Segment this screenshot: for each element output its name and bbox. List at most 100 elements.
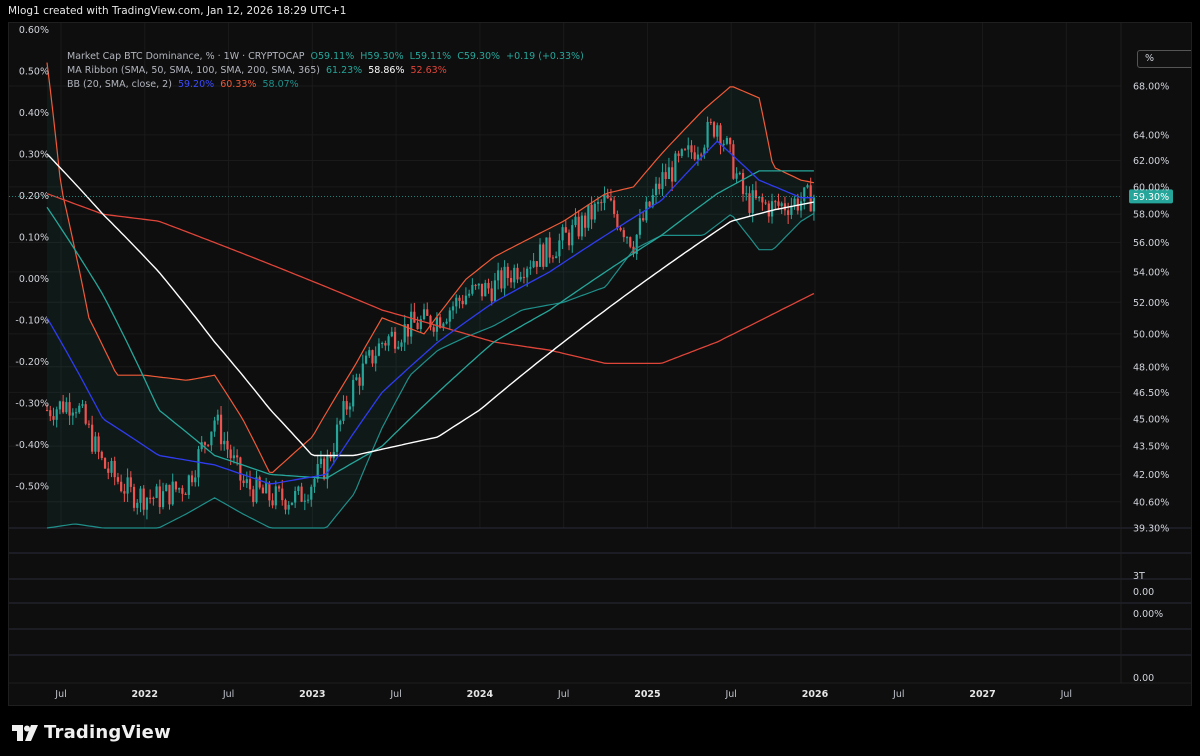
candle-body [316, 464, 319, 479]
candle-body [248, 479, 252, 490]
candle-body [84, 404, 87, 424]
candle-body [700, 154, 703, 156]
left-axis-tick-label: -0.10% [15, 316, 49, 327]
candle-body [619, 227, 622, 231]
candle-body [236, 455, 239, 458]
candle-body [803, 187, 806, 202]
left-axis-tick-label: -0.20% [15, 357, 49, 368]
candle-body [677, 153, 680, 156]
candle-body [645, 201, 648, 221]
candle-body [532, 261, 535, 268]
candle-body [487, 282, 490, 289]
price-unit-button[interactable]: % [1137, 50, 1191, 68]
ohlc-high: H59.30% [360, 51, 404, 62]
candle-body [587, 204, 590, 228]
ma50-line [46, 140, 814, 485]
time-axis-tick-label: 2022 [132, 689, 158, 700]
ma100-line [46, 170, 814, 479]
candle-body [474, 284, 477, 286]
candle-body [538, 244, 542, 267]
time-axis-tick-label: Jul [222, 689, 234, 700]
time-axis-tick-label: 2023 [299, 689, 325, 700]
candle-body [706, 121, 709, 148]
left-axis-tick-label: -0.50% [15, 482, 49, 493]
candle-body [451, 306, 455, 311]
candle-body [529, 267, 532, 269]
candle-body [271, 500, 274, 506]
candle-body [268, 482, 271, 501]
candle-body [74, 412, 78, 414]
bb-title: BB (20, SMA, close, 2) [67, 79, 172, 90]
tradingview-logo: TradingView [12, 722, 171, 743]
candle-body [545, 237, 548, 267]
candle-body [725, 138, 729, 144]
candle-body [390, 331, 393, 337]
right-axis-tick-label: 43.50% [1133, 442, 1169, 453]
candle-body [274, 486, 277, 506]
bb-legend[interactable]: BB (20, SMA, close, 2) 59.20% 60.33% 58.… [67, 79, 302, 90]
right-axis-tick-label: 56.00% [1133, 238, 1169, 249]
candle-body [590, 204, 593, 220]
candle-body [329, 455, 332, 459]
candle-body [770, 201, 774, 217]
candle-body [741, 173, 745, 194]
left-axis-tick-label: 0.10% [19, 233, 49, 244]
candle-body [716, 125, 719, 137]
time-axis-tick-label: Jul [892, 689, 904, 700]
candle-body [152, 497, 155, 499]
candle-body [232, 455, 236, 459]
last-price-tag [1129, 189, 1173, 204]
candle-body [397, 346, 400, 349]
candle-body [216, 414, 219, 421]
candle-body [303, 500, 306, 502]
candle-body [326, 455, 329, 480]
created-with-header: Mlog1 created with TradingView.com, Jan … [8, 5, 347, 17]
candle-body [561, 227, 564, 241]
candle-body [58, 401, 62, 410]
time-axis-tick-label: Jul [54, 689, 66, 700]
candle-body [777, 201, 780, 206]
candle-body [442, 323, 445, 328]
time-axis-tick-label: Jul [389, 689, 401, 700]
symbol-title: Market Cap BTC Dominance, % · 1W · CRYPT… [67, 51, 305, 62]
bb-value-upper: 60.33% [220, 79, 257, 90]
ma-ribbon-legend[interactable]: MA Ribbon (SMA, 50, SMA, 100, SMA, 200, … [67, 65, 450, 76]
main-series-legend[interactable]: Market Cap BTC Dominance, % · 1W · CRYPT… [67, 51, 587, 62]
candle-body [45, 409, 49, 411]
candle-body [429, 315, 432, 328]
candle-body [422, 309, 426, 320]
candle-body [393, 331, 397, 349]
left-axis-tick-label: 0.00% [19, 274, 49, 285]
candle-body [361, 363, 364, 386]
right-axis-tick-label: 54.00% [1133, 267, 1169, 278]
ma365-line [46, 192, 815, 365]
ma200-line [46, 153, 815, 457]
right-axis-tick-label: 58.00% [1133, 210, 1169, 221]
candle-body [806, 185, 809, 188]
candle-body [281, 488, 284, 501]
candle-body [255, 477, 258, 503]
candle-body [413, 311, 416, 323]
price-chart[interactable]: 59.30% 68.00% 64.00% 62.00% 60.00% 58.00% 56.0… [9, 23, 1192, 706]
candle-body [161, 491, 165, 508]
candle-body [606, 194, 609, 199]
brand-name: TradingView [44, 722, 171, 743]
chart-panel[interactable]: 59.30% 68.00% 64.00% 62.00% 60.00% 58.00% 56.0… [8, 22, 1192, 706]
candle-body [758, 196, 761, 199]
tradingview-icon [12, 724, 38, 741]
candle-body [300, 486, 303, 502]
candle-body [709, 121, 712, 123]
candle-body [197, 449, 200, 478]
candle-body [223, 440, 226, 445]
right-axis-tick-label: 40.60% [1133, 497, 1169, 508]
candle-body [519, 276, 522, 280]
ohlc-open: O59.11% [310, 51, 355, 62]
candle-body [477, 283, 480, 286]
candle-body [748, 193, 751, 213]
candle-body [696, 154, 700, 160]
sub-pane-label: 0.00% [1133, 609, 1163, 620]
candle-body [103, 458, 107, 469]
candle-body [52, 416, 55, 420]
candle-body [168, 484, 171, 505]
